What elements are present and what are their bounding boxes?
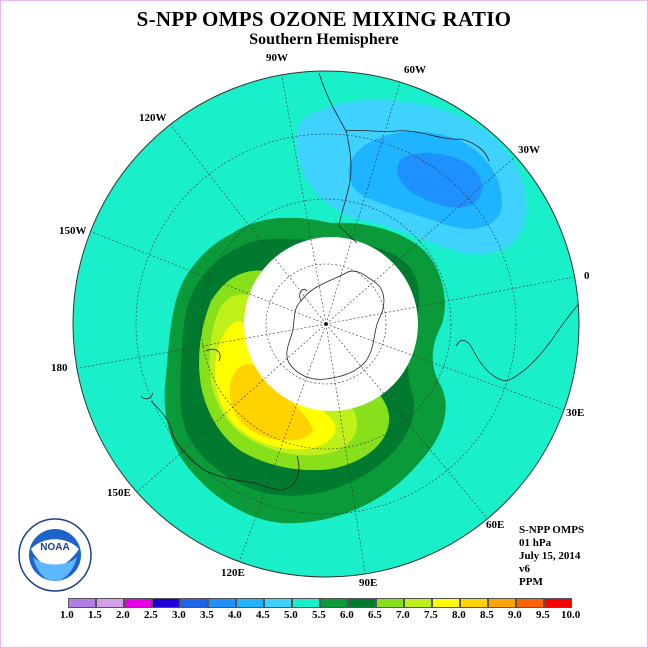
lon-label-60w: 60W (404, 64, 426, 76)
map-subtitle: Southern Hemisphere (249, 31, 399, 48)
colorbar-swatch (320, 598, 348, 608)
colorbar-swatch (68, 598, 96, 608)
colorbar-swatch (432, 598, 460, 608)
polar-night-no-data (244, 237, 418, 411)
colorbar-label: 10.0 (561, 609, 581, 621)
colorbar-label: 5.5 (312, 609, 326, 621)
info-version: v6 (519, 563, 530, 575)
lon-label-180: 180 (51, 362, 68, 374)
info-units: PPM (519, 576, 543, 588)
lon-label-150w: 150W (59, 225, 87, 237)
lon-label-0: 0 (584, 270, 590, 282)
colorbar-swatch (516, 598, 544, 608)
colorbar-label: 9.0 (508, 609, 522, 621)
colorbar-label: 3.0 (172, 609, 186, 621)
colorbar-swatch (544, 598, 572, 608)
colorbar-swatch (376, 598, 404, 608)
lon-label-90e: 90E (359, 577, 377, 589)
colorbar-swatch (180, 598, 208, 608)
colorbar-label: 9.5 (536, 609, 550, 621)
ozone-8-0 (229, 364, 313, 441)
lon-label-30w: 30W (518, 144, 540, 156)
lon-label-60e: 60E (486, 519, 504, 531)
colorbar-label: 4.0 (228, 609, 242, 621)
lon-label-150e: 150E (107, 487, 131, 499)
colorbar-swatch (124, 598, 152, 608)
ozone-low-3-0 (397, 152, 483, 208)
noaa-logo: NOAA (18, 518, 92, 592)
colorbar-label: 7.5 (424, 609, 438, 621)
info-date: July 15, 2014 (519, 550, 581, 562)
colorbar-label: 1.5 (88, 609, 102, 621)
colorbar-label: 6.5 (368, 609, 382, 621)
colorbar-swatch (460, 598, 488, 608)
colorbar-swatch (236, 598, 264, 608)
colorbar-label: 8.0 (452, 609, 466, 621)
colorbar-swatch (348, 598, 376, 608)
colorbar-label: 5.0 (284, 609, 298, 621)
colorbar-swatch (152, 598, 180, 608)
colorbar-swatch (404, 598, 432, 608)
lon-label-120e: 120E (221, 567, 245, 579)
lon-label-30e: 30E (566, 407, 584, 419)
graticule (73, 71, 579, 577)
colorbar-label: 8.5 (480, 609, 494, 621)
lon-label-90w: 90W (266, 52, 288, 64)
colorbar-swatch (96, 598, 124, 608)
info-instrument: S-NPP OMPS (519, 524, 585, 536)
info-pressure: 01 hPa (519, 537, 552, 549)
colorbar-label: 7.0 (396, 609, 410, 621)
colorbar-label: 6.0 (340, 609, 354, 621)
colorbar-swatch (264, 598, 292, 608)
svg-text:NOAA: NOAA (40, 542, 69, 553)
south-pole-marker (324, 322, 328, 326)
colorbar-swatch (292, 598, 320, 608)
map-boundary (72, 70, 580, 578)
lon-label-120w: 120W (139, 112, 167, 124)
colorbar-label: 3.5 (200, 609, 214, 621)
colorbar-swatch (208, 598, 236, 608)
colorbar-label: 1.0 (60, 609, 74, 621)
colorbar-label: 2.5 (144, 609, 158, 621)
colorbar-label: 4.5 (256, 609, 270, 621)
colorbar-label: 2.0 (116, 609, 130, 621)
colorbar-swatch (488, 598, 516, 608)
map-title: S-NPP OMPS OZONE MIXING RATIO (136, 7, 512, 31)
